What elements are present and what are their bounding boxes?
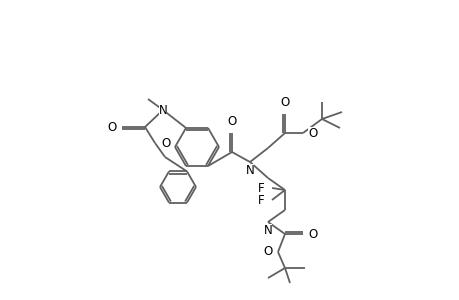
Text: O: O: [263, 245, 272, 259]
Text: O: O: [227, 115, 236, 128]
Text: O: O: [161, 136, 170, 149]
Text: N: N: [263, 224, 272, 237]
Text: N: N: [158, 103, 167, 116]
Text: F: F: [258, 182, 264, 194]
Text: O: O: [308, 227, 317, 241]
Text: N: N: [245, 164, 254, 177]
Text: F: F: [258, 194, 264, 206]
Text: O: O: [308, 127, 317, 140]
Text: O: O: [107, 121, 117, 134]
Text: O: O: [280, 96, 289, 109]
